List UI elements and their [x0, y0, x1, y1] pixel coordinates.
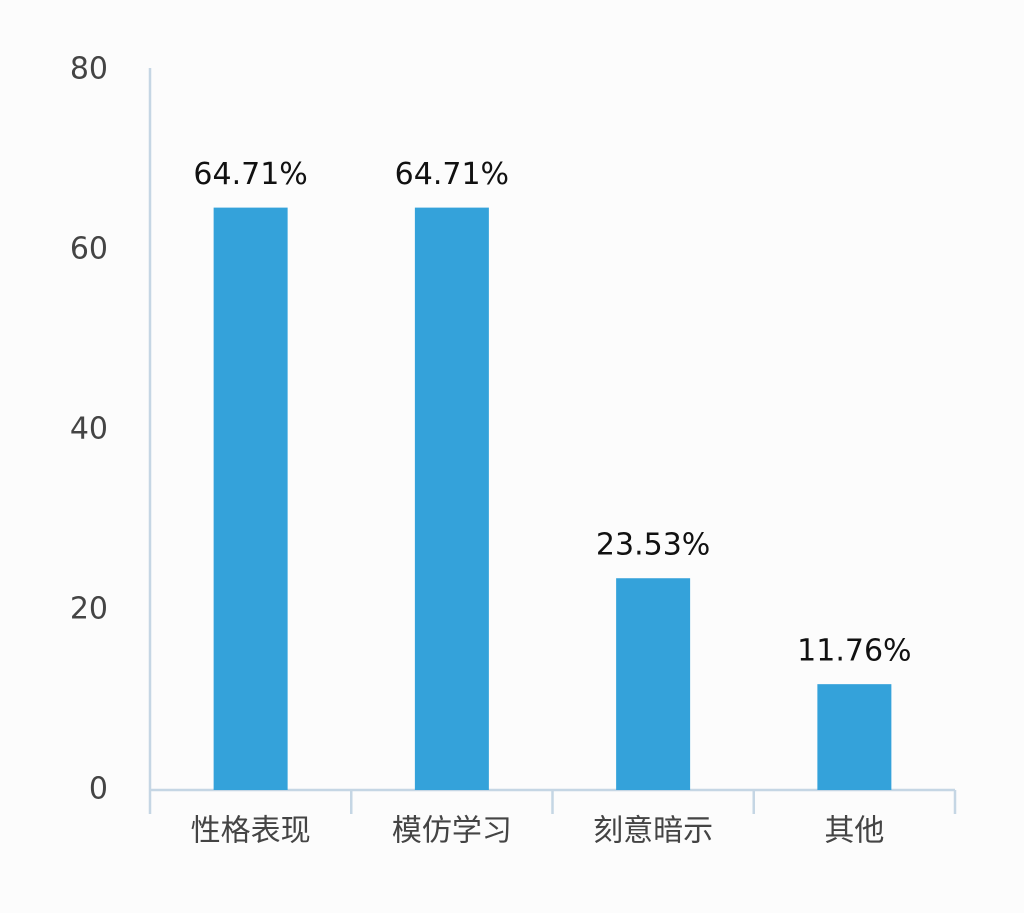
bar — [213, 207, 288, 791]
y-tick-label: 0 — [89, 772, 108, 807]
y-tick-label: 40 — [70, 412, 108, 447]
y-tick-label: 20 — [70, 592, 108, 627]
bar — [616, 578, 691, 790]
y-tick-label: 80 — [70, 52, 108, 87]
x-tick-label: 刻意暗示 — [593, 814, 713, 849]
value-label: 64.71% — [193, 157, 307, 192]
x-tick-label: 性格表现 — [191, 814, 311, 849]
value-label: 23.53% — [596, 528, 710, 563]
x-tick-label: 模仿学习 — [392, 814, 512, 849]
bar — [414, 207, 489, 791]
bar — [817, 684, 892, 790]
value-label: 64.71% — [395, 157, 509, 192]
x-tick-label: 其他 — [824, 814, 884, 849]
value-label: 11.76% — [797, 634, 911, 669]
y-tick-label: 60 — [70, 232, 108, 267]
